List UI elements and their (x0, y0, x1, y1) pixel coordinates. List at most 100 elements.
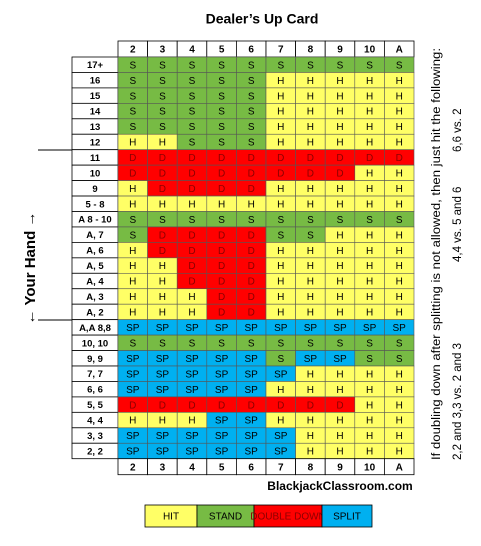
cell-text: D (188, 169, 195, 180)
cell-text: S (159, 338, 166, 349)
cell-text: D (248, 308, 255, 319)
cell-text: H (277, 122, 284, 133)
cell-text: H (307, 431, 314, 442)
cell-text: SP (245, 385, 259, 396)
cell-text: SP (245, 323, 259, 334)
cell-text: S (337, 338, 344, 349)
cell-text: H (336, 107, 343, 118)
cell-text: S (248, 76, 255, 87)
cell-text: D (277, 169, 284, 180)
cell-text: D (248, 184, 255, 195)
cell-text: SP (215, 385, 229, 396)
cell-text: H (159, 199, 166, 210)
note-item: 6,6 vs. 2 (452, 109, 464, 152)
cell-text: H (307, 416, 314, 427)
column-header: 7 (278, 45, 284, 56)
cell-text: SP (274, 369, 288, 380)
column-header: 8 (308, 45, 314, 56)
cell-text: H (277, 292, 284, 303)
cell-text: H (366, 122, 373, 133)
cell-text: S (129, 338, 136, 349)
cell-text: H (366, 184, 373, 195)
cell-text: S (396, 338, 403, 349)
cell-text: H (129, 416, 136, 427)
cell-text: D (218, 246, 225, 257)
cell-text: H (129, 184, 136, 195)
cell-text: H (336, 447, 343, 458)
cell-text: SP (333, 323, 347, 334)
cell-text: H (307, 447, 314, 458)
cell-text: H (307, 107, 314, 118)
legend-label: SPLIT (333, 512, 361, 523)
cell-text: S (396, 354, 403, 365)
cell-text: H (129, 199, 136, 210)
cell-text: H (307, 261, 314, 272)
cell-text: H (277, 76, 284, 87)
cell-text: H (307, 122, 314, 133)
cell-text: D (307, 400, 314, 411)
cell-text: S (218, 215, 225, 226)
cell-text: S (248, 107, 255, 118)
cell-text: D (129, 169, 136, 180)
cell-text: SP (245, 447, 259, 458)
cell-text: D (307, 153, 314, 164)
cell-text: H (366, 369, 373, 380)
cell-text: D (218, 292, 225, 303)
cell-text: D (188, 184, 195, 195)
cell-text: H (307, 246, 314, 257)
cell-text: D (188, 246, 195, 257)
cell-text: H (159, 308, 166, 319)
cell-text: H (396, 400, 403, 411)
cell-text: D (248, 246, 255, 257)
side-label: ← Your Hand → (22, 212, 39, 325)
cell-text: H (307, 199, 314, 210)
row-label: 17+ (87, 60, 104, 71)
cell-text: H (396, 199, 403, 210)
cell-text: H (159, 138, 166, 149)
cell-text: H (129, 277, 136, 288)
cell-text: SP (274, 323, 288, 334)
cell-text: H (277, 416, 284, 427)
cell-text: S (277, 354, 284, 365)
cell-text: SP (215, 416, 229, 427)
row-label: 2, 2 (87, 446, 103, 457)
cell-text: S (159, 107, 166, 118)
row-label: A, 3 (86, 292, 103, 303)
cell-text: H (396, 230, 403, 241)
cell-text: H (336, 122, 343, 133)
cell-text: D (188, 277, 195, 288)
row-label: A,A 8,8 (79, 323, 111, 334)
column-header: 5 (219, 45, 225, 56)
cell-text: H (277, 199, 284, 210)
cell-text: H (336, 416, 343, 427)
cell-text: H (396, 76, 403, 87)
cell-text: H (129, 138, 136, 149)
cell-text: S (248, 122, 255, 133)
cell-text: SP (156, 369, 170, 380)
column-header: 10 (364, 45, 376, 56)
note-item: 4,4 vs. 5 and 6 (452, 187, 464, 262)
cell-text: S (129, 60, 136, 71)
cell-text: D (159, 169, 166, 180)
cell-text: H (366, 308, 373, 319)
legend-swatch (321, 504, 373, 528)
cell-text: S (159, 91, 166, 102)
cell-text: D (336, 153, 343, 164)
cell-text: H (366, 138, 373, 149)
cell-text: S (366, 354, 373, 365)
cell-text: S (129, 76, 136, 87)
cell-text: H (336, 91, 343, 102)
cell-text: H (396, 369, 403, 380)
cell-text: H (129, 308, 136, 319)
cell-text: H (188, 292, 195, 303)
cell-text: D (248, 169, 255, 180)
cell-text: S (218, 60, 225, 71)
cell-text: H (307, 385, 314, 396)
cell-text: S (189, 338, 196, 349)
cell-text: SP (185, 369, 199, 380)
cell-text: S (218, 76, 225, 87)
cell-text: H (129, 292, 136, 303)
cell-text: D (336, 400, 343, 411)
cell-text: SP (245, 416, 259, 427)
column-header: 2 (130, 45, 136, 56)
